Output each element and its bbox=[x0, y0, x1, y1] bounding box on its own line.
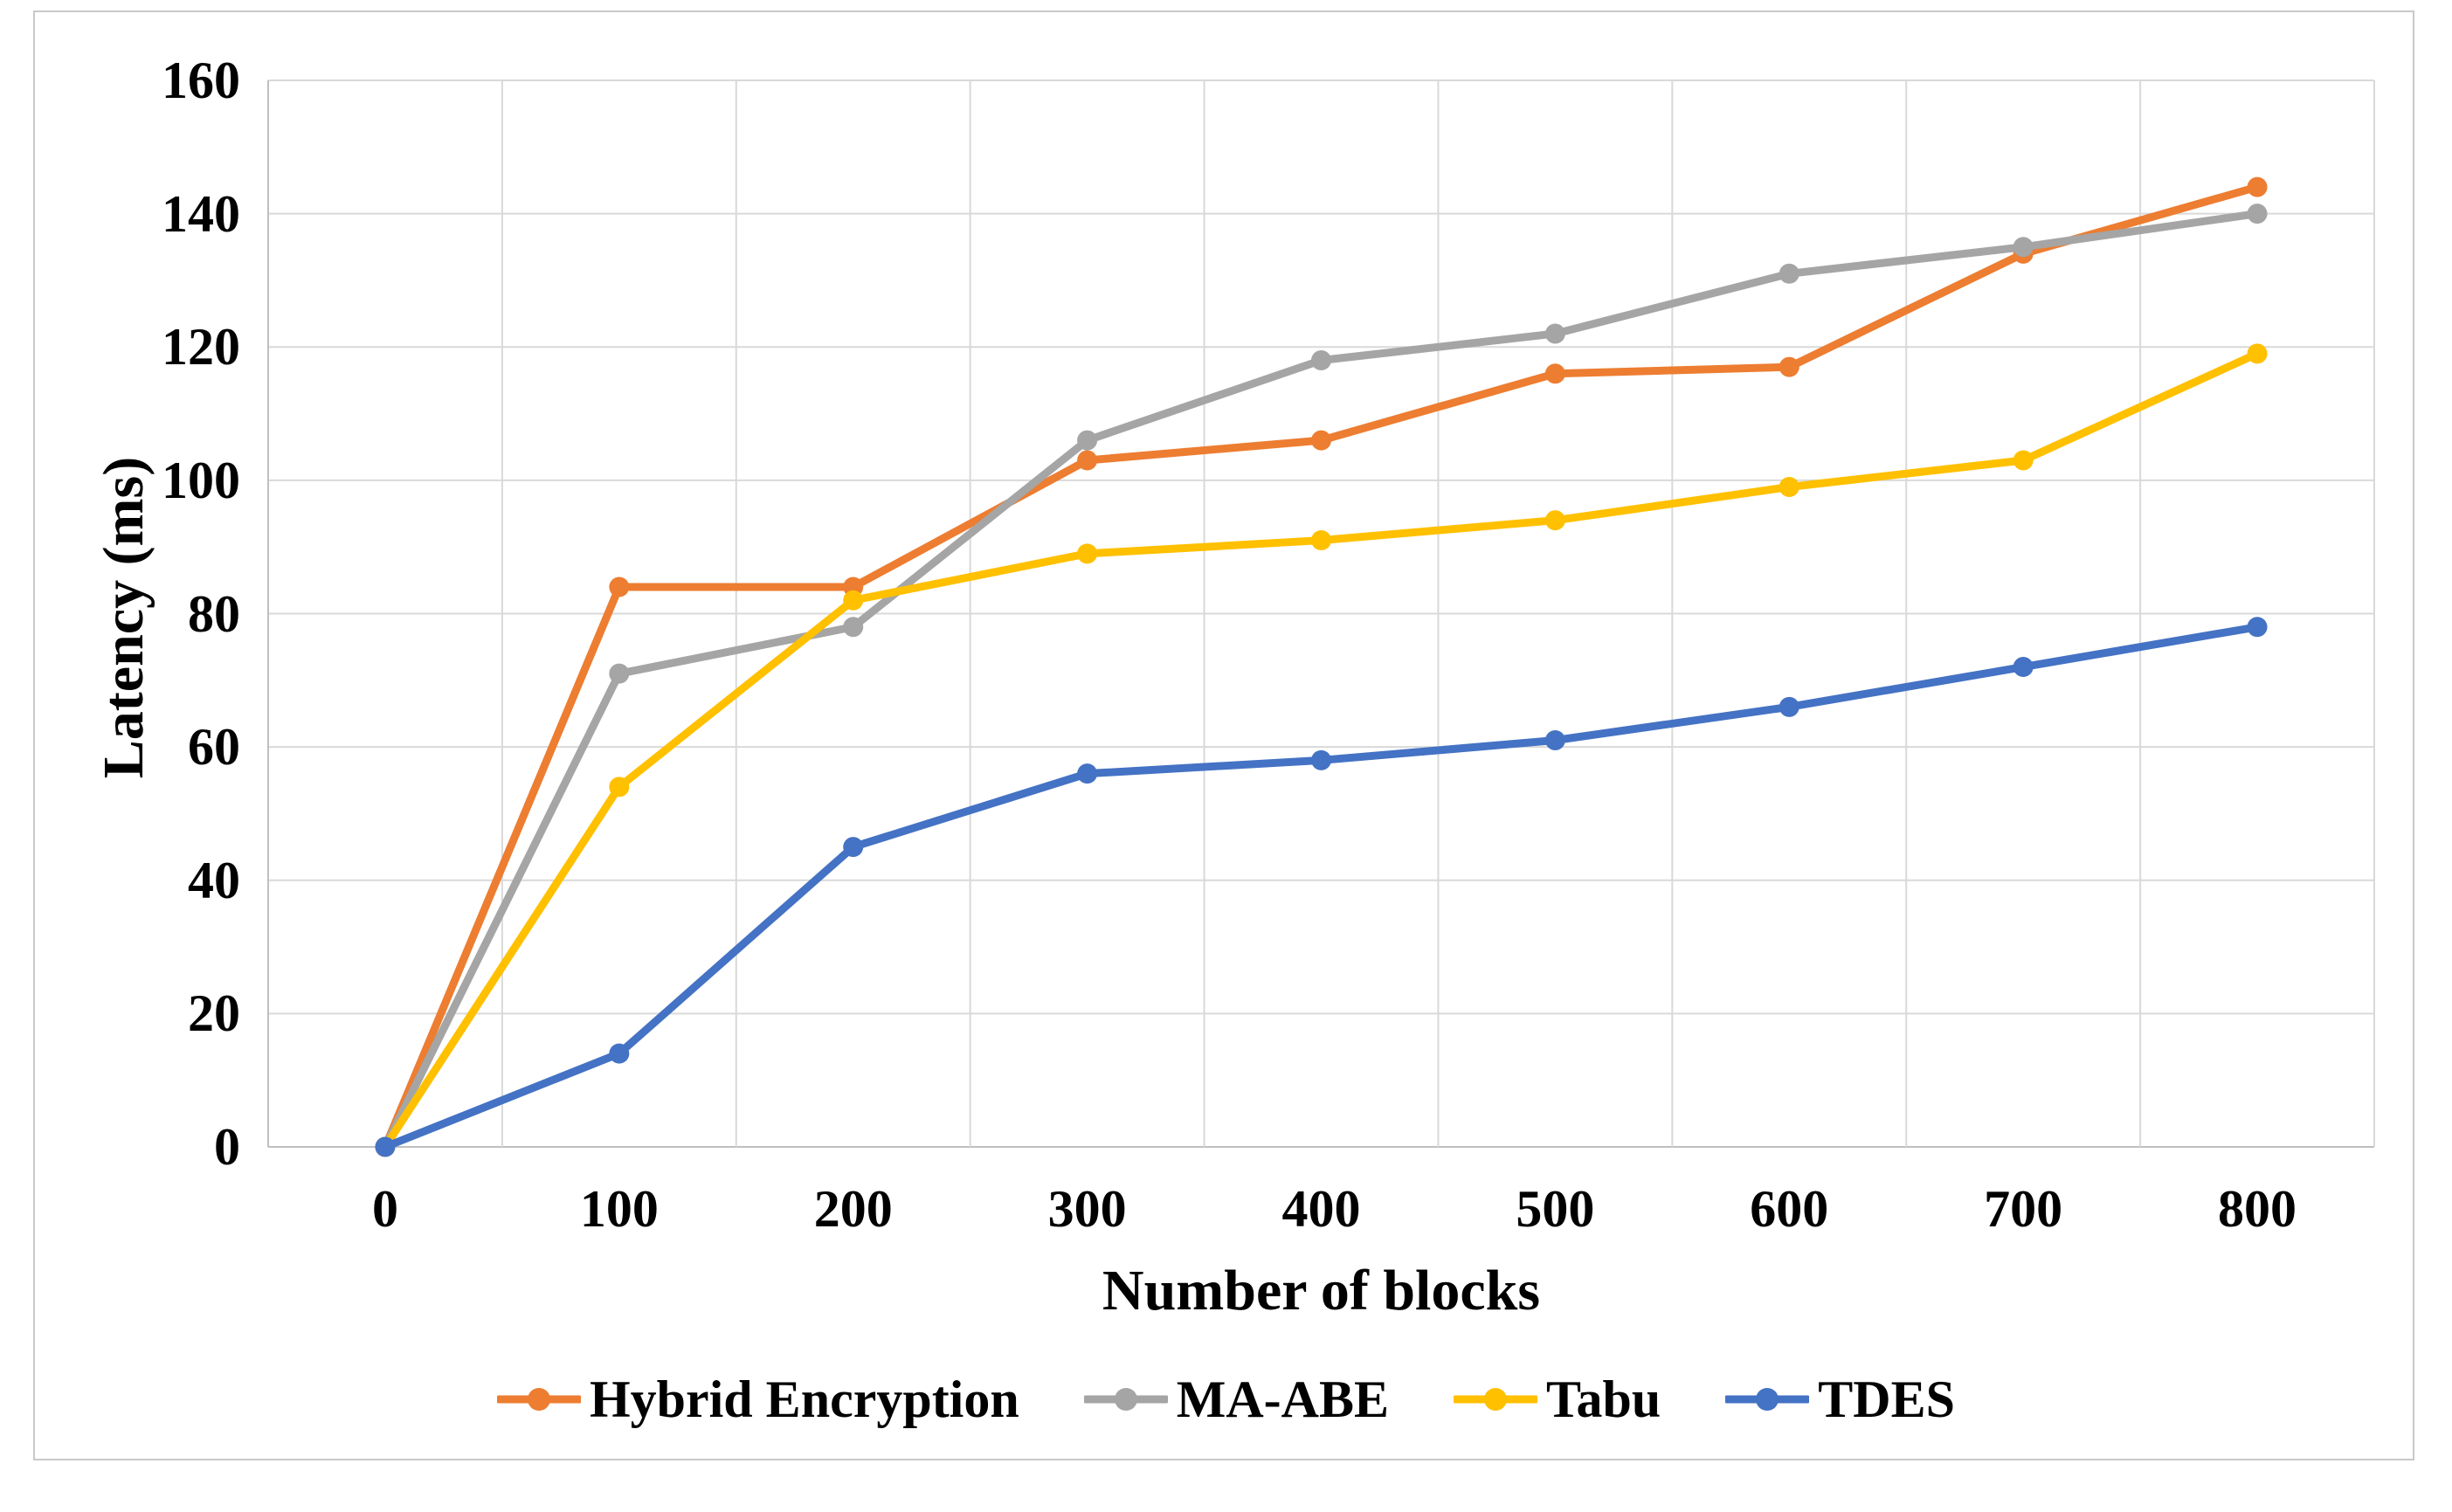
data-point bbox=[1779, 696, 1799, 717]
data-point bbox=[2247, 204, 2268, 224]
data-point bbox=[1311, 530, 1331, 551]
data-point bbox=[609, 576, 630, 597]
data-point bbox=[1311, 430, 1331, 451]
y-tick-label: 120 bbox=[162, 318, 240, 376]
data-point bbox=[1779, 263, 1799, 284]
y-tick-label: 80 bbox=[188, 584, 240, 643]
data-point bbox=[1077, 543, 1098, 564]
data-point bbox=[2013, 657, 2034, 678]
x-tick-label: 0 bbox=[371, 1180, 398, 1238]
x-tick-label: 800 bbox=[2218, 1180, 2297, 1238]
legend-label: TDES bbox=[1818, 1370, 1956, 1428]
y-tick-label: 60 bbox=[188, 718, 240, 777]
y-axis-title: Latency (ms) bbox=[92, 456, 155, 779]
data-point bbox=[843, 837, 864, 858]
y-tick-label: 160 bbox=[162, 52, 240, 109]
data-point bbox=[1077, 763, 1098, 784]
y-tick-label: 140 bbox=[162, 184, 240, 243]
data-point bbox=[843, 617, 864, 638]
legend-label: Hybrid Encryption bbox=[589, 1370, 1019, 1428]
x-tick-label: 200 bbox=[813, 1180, 893, 1238]
data-point bbox=[1077, 430, 1098, 451]
legend-marker-icon bbox=[1083, 1388, 1168, 1411]
data-point bbox=[2013, 450, 2034, 471]
data-point bbox=[2013, 237, 2034, 258]
data-point bbox=[2247, 617, 2268, 638]
data-point bbox=[1544, 363, 1565, 384]
legend-label: MA-ABE bbox=[1176, 1370, 1390, 1428]
legend-item-ma-abe: MA-ABE bbox=[1083, 1370, 1390, 1430]
data-point bbox=[2247, 343, 2268, 364]
x-tick-label: 100 bbox=[579, 1180, 659, 1238]
data-point bbox=[609, 777, 630, 797]
legend-item-tabu: Tabu bbox=[1454, 1370, 1661, 1430]
data-point bbox=[1077, 450, 1098, 471]
data-point bbox=[609, 1043, 630, 1064]
data-point bbox=[1779, 477, 1799, 498]
data-point bbox=[609, 663, 630, 684]
y-tick-label: 0 bbox=[214, 1118, 240, 1176]
data-point bbox=[1311, 350, 1331, 371]
data-point bbox=[1779, 356, 1799, 377]
y-tick-label: 40 bbox=[188, 851, 240, 909]
y-tick-label: 100 bbox=[162, 451, 240, 509]
data-point bbox=[1544, 510, 1565, 531]
y-tick-label: 20 bbox=[188, 984, 240, 1043]
data-point bbox=[1544, 729, 1565, 750]
x-tick-label: 500 bbox=[1516, 1180, 1595, 1238]
legend-item-tdes: TDES bbox=[1725, 1370, 1955, 1430]
legend-marker-icon bbox=[1725, 1388, 1810, 1411]
legend-marker-icon bbox=[1454, 1388, 1538, 1411]
x-tick-label: 700 bbox=[1984, 1180, 2063, 1238]
data-point bbox=[1544, 323, 1565, 344]
chart-legend: Hybrid Encryption MA-ABE Tabu TDES bbox=[0, 1359, 2452, 1440]
data-point bbox=[843, 590, 864, 611]
x-axis-title: Number of blocks bbox=[1102, 1259, 1541, 1322]
data-point bbox=[2247, 176, 2268, 197]
legend-item-hybrid-encryption: Hybrid Encryption bbox=[496, 1370, 1019, 1430]
x-tick-label: 600 bbox=[1750, 1180, 1829, 1238]
x-tick-label: 300 bbox=[1047, 1180, 1127, 1238]
series-line-tdes bbox=[381, 623, 2262, 1151]
legend-label: Tabu bbox=[1546, 1370, 1661, 1428]
data-point bbox=[1311, 749, 1331, 770]
x-tick-label: 400 bbox=[1281, 1180, 1361, 1238]
data-point bbox=[375, 1136, 396, 1157]
legend-marker-icon bbox=[496, 1388, 581, 1411]
